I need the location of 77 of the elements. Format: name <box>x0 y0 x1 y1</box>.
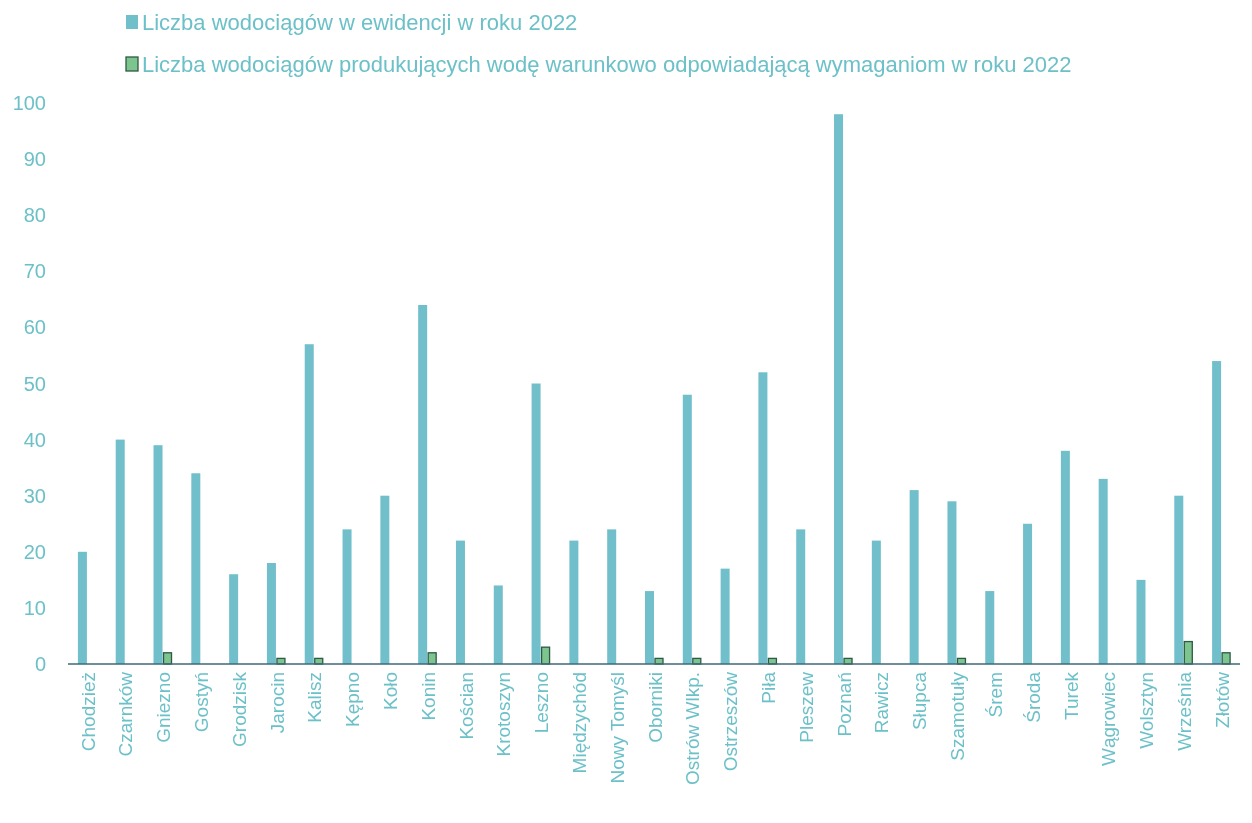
bar <box>909 490 919 664</box>
bar <box>304 344 314 664</box>
x-tick-label: Leszno <box>531 672 553 734</box>
y-tick-label: 10 <box>23 596 46 619</box>
y-tick-label: 60 <box>23 316 46 339</box>
x-tick-label: Gniezno <box>153 672 175 743</box>
x-tick-label: Krotoszyn <box>493 672 515 757</box>
bar <box>1098 478 1108 664</box>
x-tick-label: Piła <box>758 671 780 704</box>
x-tick-label: Września <box>1173 671 1195 751</box>
bar <box>720 568 730 664</box>
x-tick-label: Poznań <box>833 672 855 737</box>
bar <box>1136 579 1146 664</box>
x-tick-label: Kępno <box>342 672 364 727</box>
bar <box>1174 495 1184 664</box>
x-tick-label: Ostrów Wlkp. <box>682 672 704 785</box>
bar <box>455 540 465 664</box>
bar <box>229 574 239 664</box>
bar <box>1183 640 1193 665</box>
bar <box>947 501 957 664</box>
legend-label: Liczba wodociągów produkujących wodę warunkowo odpowiadającą wymaganiom w roku 2022 <box>142 51 1072 77</box>
x-tick-label: Wągrowiec <box>1098 672 1120 766</box>
bar <box>758 372 768 664</box>
x-tick-label: Nowy Tomyśl <box>606 672 628 784</box>
x-tick-label: Oborniki <box>644 672 666 743</box>
bar <box>418 304 428 664</box>
x-tick-label: Chodzież <box>77 672 99 752</box>
bar <box>191 473 201 664</box>
x-tick-label: Kościan <box>455 672 477 740</box>
y-tick-label: 100 <box>12 92 46 114</box>
x-tick-label: Turek <box>1060 671 1082 720</box>
x-tick-label: Słupca <box>909 671 931 731</box>
y-tick-label: 20 <box>23 540 46 563</box>
bar <box>985 591 995 664</box>
x-tick-label: Rawicz <box>871 672 893 734</box>
x-tick-label: Gostyń <box>190 672 212 733</box>
x-tick-label: Śrem <box>984 672 1006 718</box>
bar <box>1060 450 1070 664</box>
bar <box>834 114 844 664</box>
x-tick-label: Ostrzeszów <box>720 671 742 772</box>
x-tick-label: Szamotuły <box>947 671 969 761</box>
bar <box>77 551 87 664</box>
x-tick-label: Jarocin <box>266 672 288 734</box>
bar <box>342 529 352 664</box>
x-tick-label: Czarnków <box>115 671 137 757</box>
x-tick-label: Pleszew <box>795 671 817 743</box>
x-tick-label: Konin <box>417 672 439 721</box>
x-tick-label: Koło <box>380 672 401 711</box>
y-tick-label: 70 <box>23 260 46 283</box>
legend-label: Liczba wodociągów w ewidencji w roku 2022 <box>142 9 578 35</box>
y-tick-label: 80 <box>23 204 46 227</box>
y-tick-label: 90 <box>23 148 46 171</box>
y-tick-label: 0 <box>34 653 46 675</box>
x-tick-label: Złotów <box>1211 671 1233 728</box>
bar <box>569 540 579 664</box>
bar <box>645 591 654 664</box>
y-tick-label: 30 <box>23 484 46 507</box>
bar <box>153 445 163 664</box>
x-tick-label: Wolsztyn <box>1136 672 1158 749</box>
bar <box>380 495 390 664</box>
bar <box>1221 652 1231 665</box>
bar <box>1023 523 1033 664</box>
bar <box>796 529 806 664</box>
bar <box>871 540 881 664</box>
bar <box>607 529 617 664</box>
bar <box>115 439 125 664</box>
bar <box>1212 361 1222 664</box>
y-tick-label: 50 <box>23 372 46 395</box>
bar <box>531 383 541 664</box>
bar <box>682 394 692 664</box>
x-tick-label: Środa <box>1022 671 1044 723</box>
y-tick-label: 40 <box>23 428 46 451</box>
x-tick-label: Grodzisk <box>228 671 250 747</box>
x-tick-label: Międzychód <box>569 672 591 774</box>
bar <box>266 563 276 664</box>
x-tick-label: Kalisz <box>304 672 326 723</box>
bar <box>493 585 503 664</box>
